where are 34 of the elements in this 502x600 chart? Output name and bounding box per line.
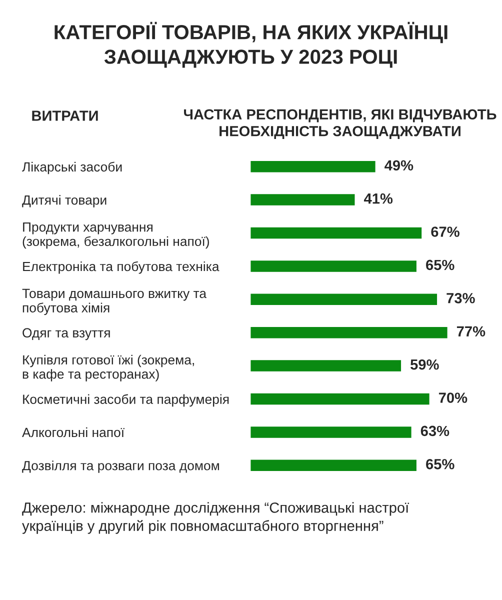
data-label: 41% [364,193,393,204]
bar [250,292,438,306]
y-tick-label: Алкогольні напої [22,427,124,438]
data-label: 49% [384,160,414,171]
y-tick-label: Дитячі товари [22,195,106,208]
y-axis-title: ВИТРАТИ [32,110,98,121]
y-tick-label: Косметичні засоби та парфумерія [23,394,229,407]
data-label: 70% [438,392,468,403]
y-tick-label: Товари домашнього вжитку та побутова хімія [22,288,207,316]
y-tick-label: Лікарські засоби [22,162,122,174]
bar [250,192,356,207]
y-tick-label: Дозвілля та розваги поза домом [22,460,219,473]
data-label: 73% [446,292,475,304]
data-label: 63% [420,426,450,436]
bar [250,392,431,406]
chart-title: КАТЕГОРІЇ ТОВАРІВ, НА ЯКИХ УКРАЇНЦІ ЗАОЩАДЖУЮТЬ У 2023 РОЦІ [54,22,448,68]
y-tick-label: Одяг та взуття [22,328,110,340]
data-label: 67% [431,226,460,237]
x-axis-title: ЧАСТКА РЕСПОНДЕНТІВ, ЯКІ ВІДЧУВАЮТЬ НЕОБХІДНІСТЬ ЗАОЩАДЖУВАТИ [184,109,496,140]
data-label: 65% [426,260,454,270]
bar [250,425,413,440]
y-tick-label: Електроніка та побутова техніка [23,261,220,274]
text: Джерело: міжнародне дослідження “Споживацькі настрої українців у другий рік повномасштабного вторгнення” [22,502,409,534]
bar [250,259,418,274]
y-tick-label: Купівля готової їжі (зокрема, в кафе та ресторанах) [22,354,194,382]
y-tick-label: Продукти харчування (зокрема, безалкогольні напої) [22,222,209,249]
data-label: 65% [426,458,454,470]
bar [250,458,418,472]
bar [250,326,449,340]
data-label: 77% [456,326,486,336]
data-label: 59% [410,359,439,370]
bar [250,226,423,240]
bar [250,358,402,373]
bar [250,160,377,174]
